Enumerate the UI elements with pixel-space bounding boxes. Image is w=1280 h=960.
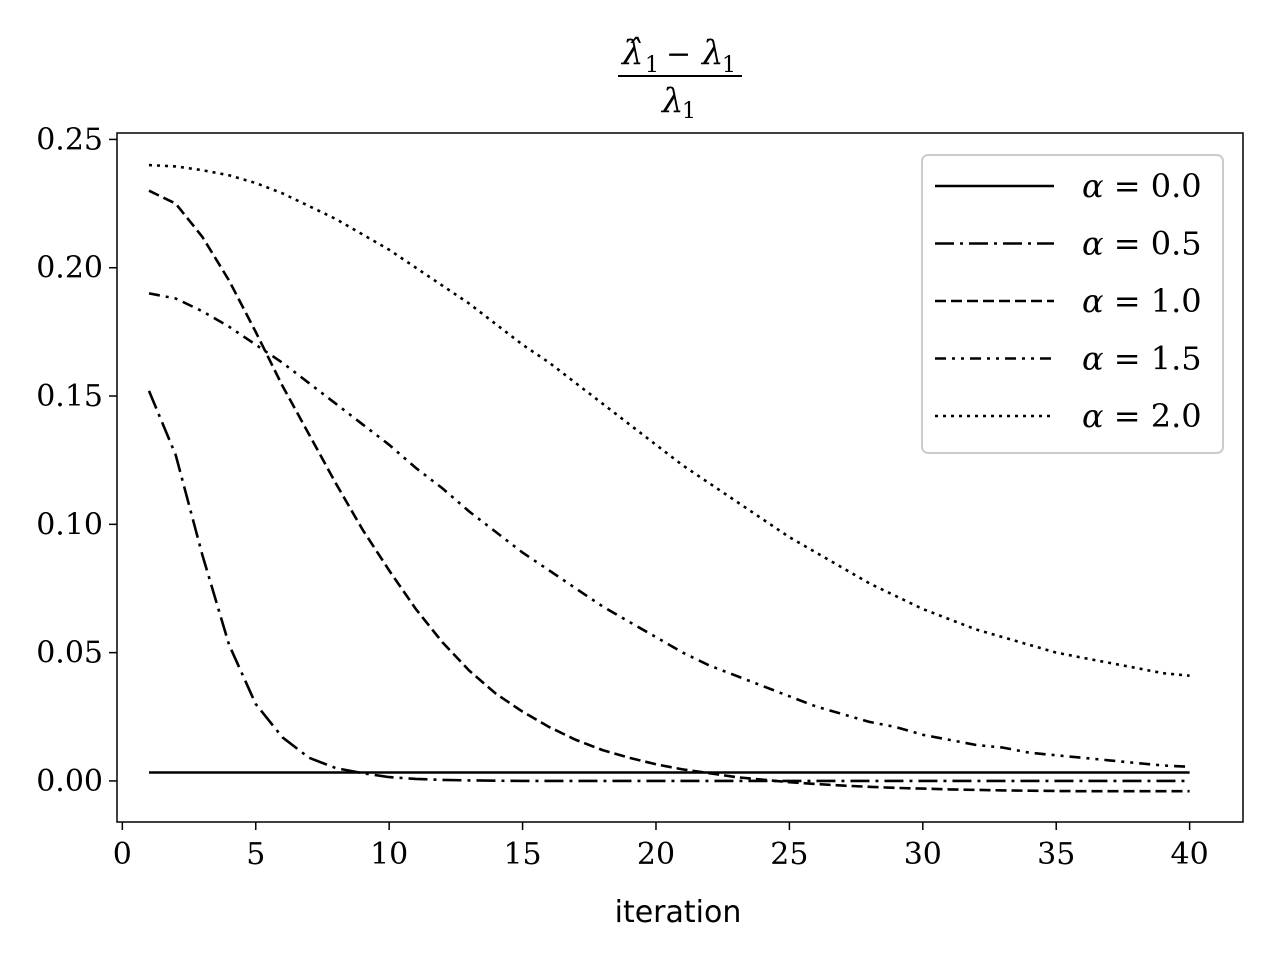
x-tick-label: 30 [904,837,942,872]
y-axis: 0.00 0.05 0.10 0.15 0.20 0.25 [36,122,117,799]
title-numerator-rhs-sub: 1 [722,53,736,78]
y-tick-label: 0.20 [36,251,103,286]
legend-box [921,154,1224,454]
x-tick-label: 5 [246,837,265,872]
legend-label-3: α = 1.5 [1082,340,1202,378]
y-tick-label: 0.05 [36,636,103,671]
series-line-4 [148,163,1190,677]
x-tick-label: 20 [637,837,675,872]
chart-title: λ̂ 1 − λ 1 λ 1 [618,33,742,124]
y-tick-label: 0.25 [36,122,103,157]
legend-label-2: α = 1.0 [1082,282,1202,320]
title-numerator-lambda: λ [700,33,724,73]
title-numerator-hat-lambda: λ̂ [620,33,644,73]
series-line-2 [148,189,1190,793]
x-tick-label: 0 [113,837,132,872]
x-tick-label: 15 [503,837,541,872]
legend-label-0: α = 0.0 [1082,167,1202,205]
title-denominator-lambda: λ [660,81,684,121]
title-numerator-sub: 1 [645,53,659,78]
series-line-1 [147,390,1190,783]
x-tick-label: 35 [1037,837,1075,872]
x-tick-label: 10 [370,837,408,872]
y-tick-label: 0.10 [36,507,103,542]
x-tick-label: 25 [770,837,808,872]
title-denominator-sub: 1 [682,99,696,124]
plot-area [147,163,1190,793]
y-tick-label: 0.00 [36,764,103,799]
series-line-3 [148,292,1190,769]
legend: α = 0.0 α = 0.5 α = 1.0 α = 1.5 α = 2.0 [921,154,1224,454]
x-tick-label: 40 [1171,837,1209,872]
x-axis-label: iteration [615,895,742,930]
title-numerator-minus: − [666,37,691,72]
y-tick-label: 0.15 [36,379,103,414]
legend-label-1: α = 0.5 [1082,225,1202,263]
legend-label-4: α = 2.0 [1082,397,1202,435]
x-axis: 0 5 10 15 20 25 30 35 40 [113,822,1209,872]
plot-frame [116,132,1244,823]
